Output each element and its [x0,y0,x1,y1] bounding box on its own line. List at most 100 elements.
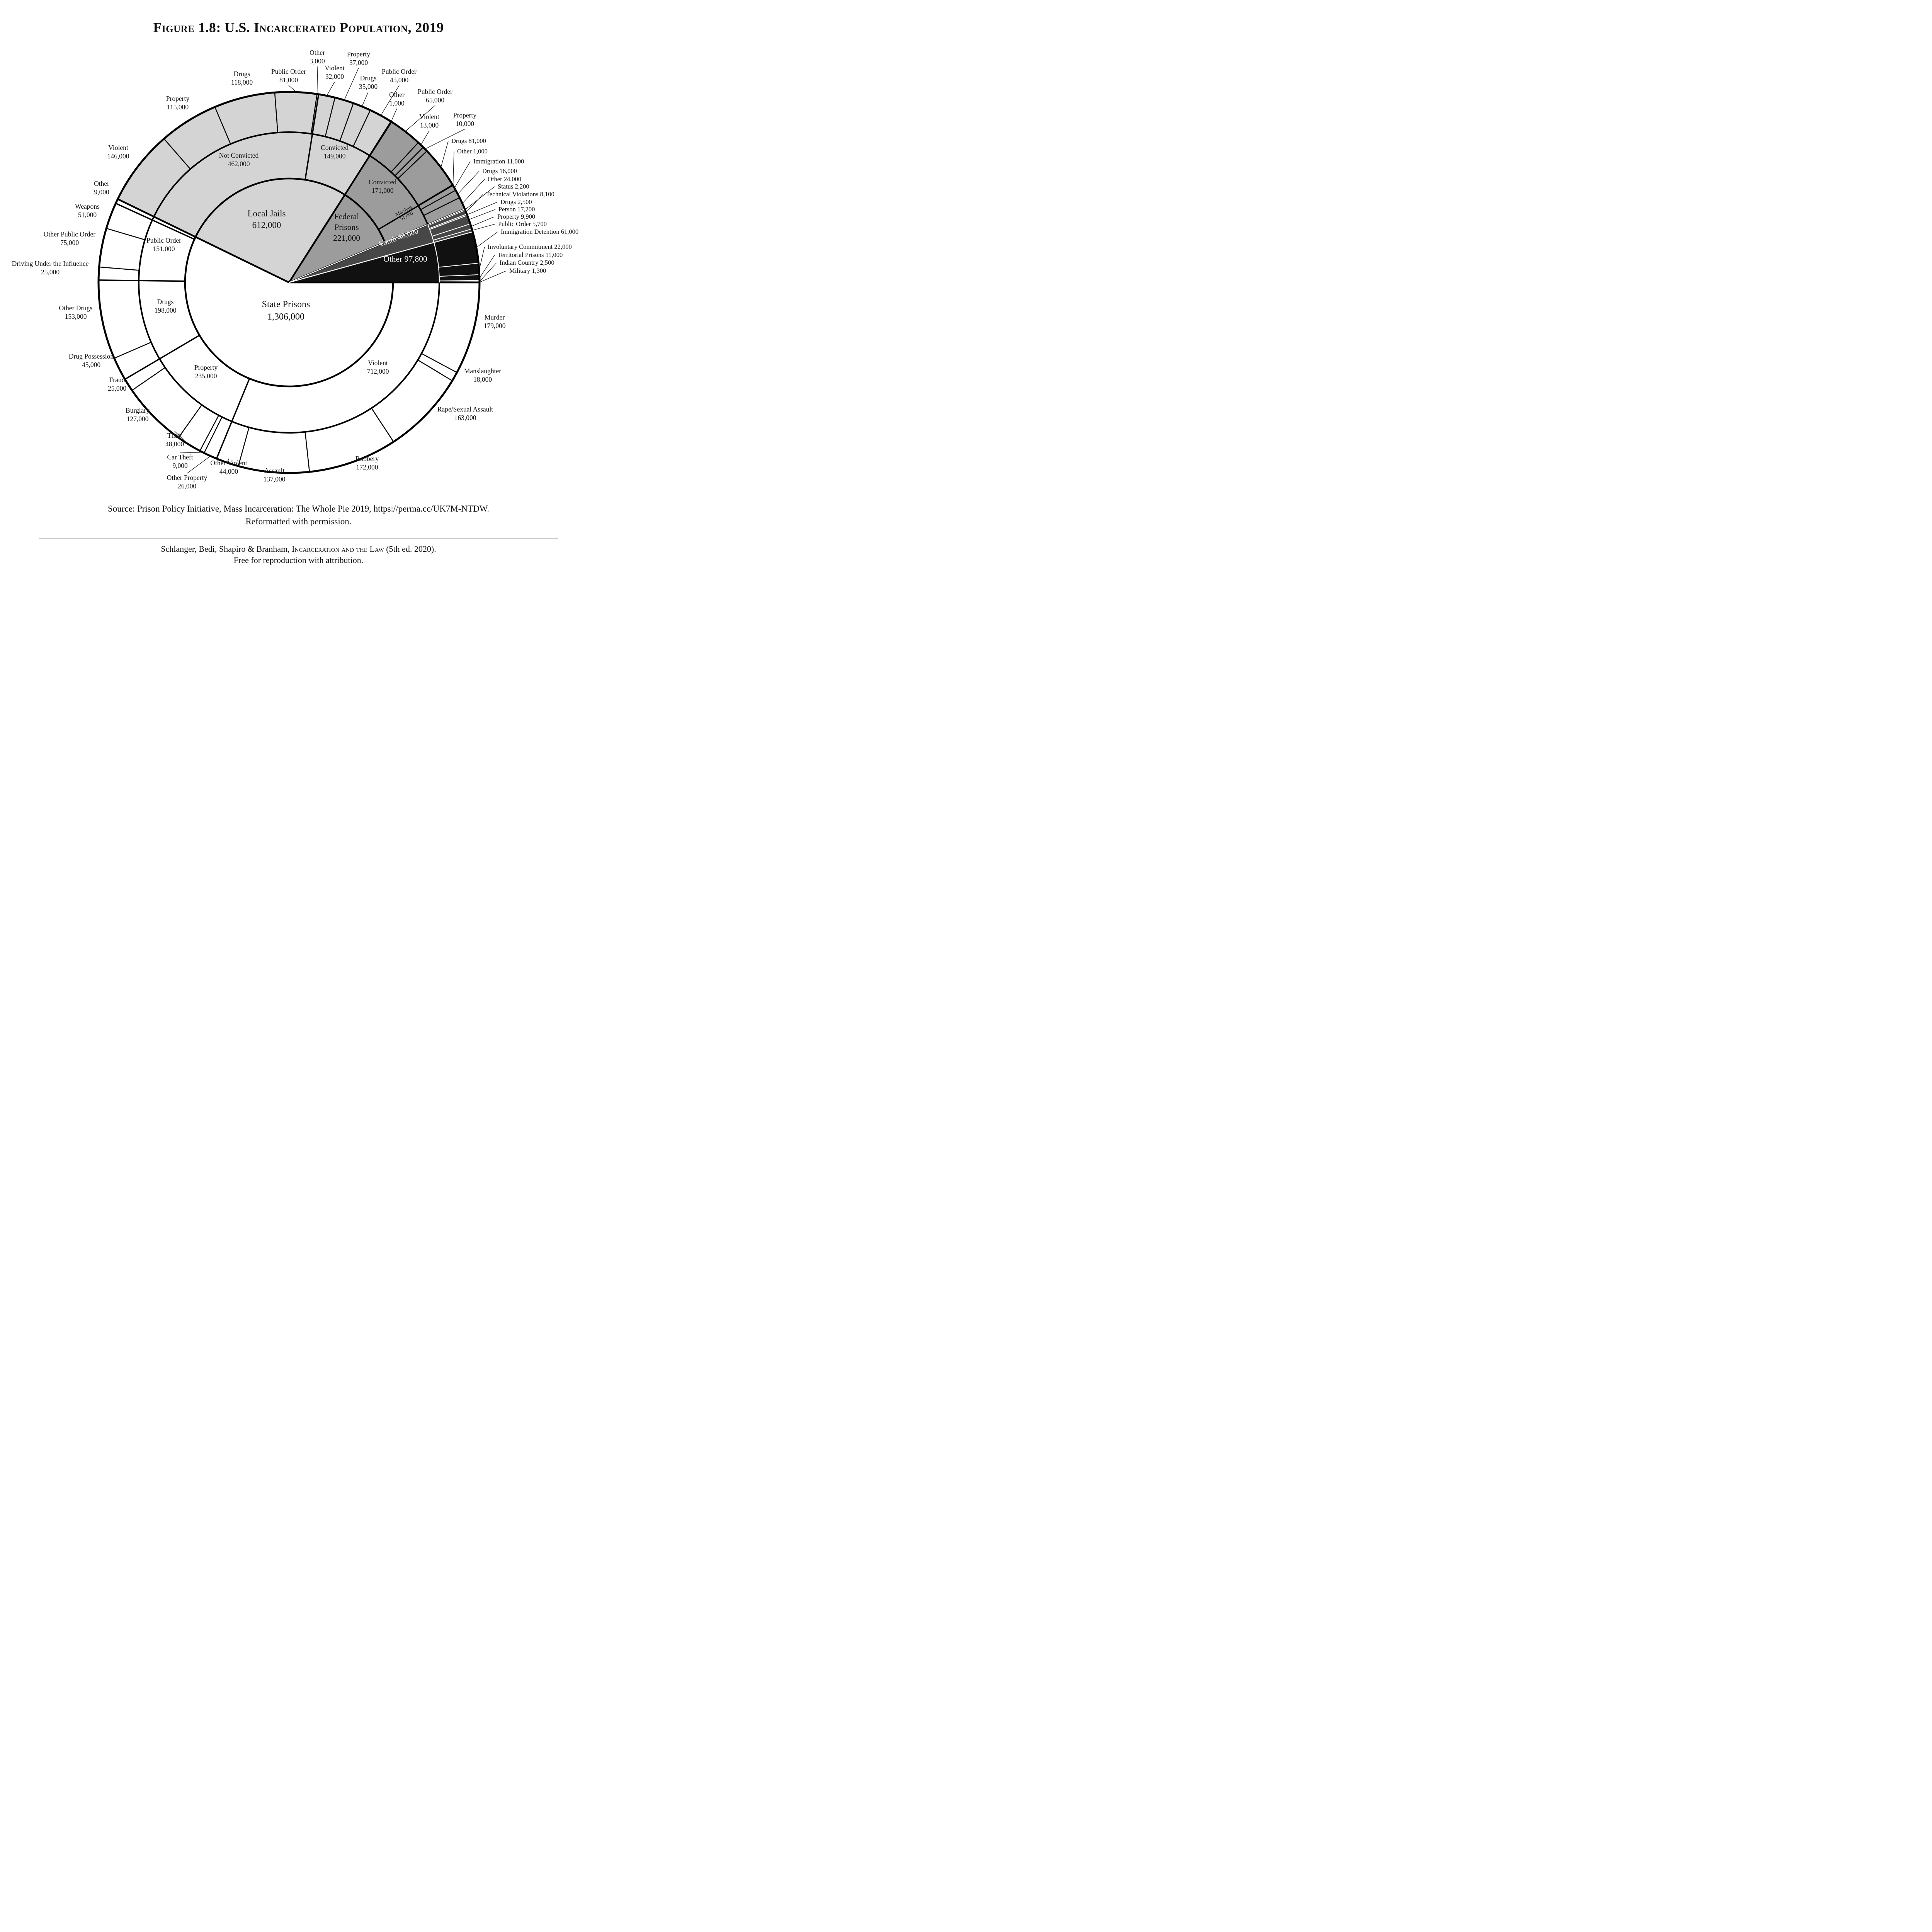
label-state-publicorder-dui: Driving Under the Influence 25,000 [12,260,89,276]
divider-line [397,150,427,179]
label-state-drugs: Drugs 198,000 [155,298,177,314]
label-state-violent-manslaughter: Manslaughter 18,000 [464,367,501,383]
label-local-nc-drugs: Drugs 118,000 [231,70,253,86]
leader-state-property-cartheft [180,452,202,453]
divider-line [438,263,479,268]
divider-line [204,417,223,453]
label-fed-c-property: Property 10,000 [453,111,477,128]
label-fed-c-other: Other 1,000 [457,148,488,155]
divider-line [325,97,336,137]
label-state: State Prisons 1,306,000 [262,299,310,322]
ring-arcs [97,91,481,474]
divider-line [214,107,231,145]
label-fed-c-drugs: Drugs 81,000 [451,137,486,145]
divider-line [304,94,320,180]
divider-line [178,405,202,438]
label-local-nc-violent: Violent 146,000 [107,144,129,160]
divider-line [378,184,453,230]
leader-local-nc-other [317,66,318,94]
sunburst-chart: State Prisons 1,306,000 Local Jails 612,000… [12,49,579,490]
label-local-nc-other: Other 3,000 [310,49,325,65]
middle-ring-arc-white [427,224,440,283]
label-marshals-other: Other 24,000 [488,175,521,183]
label-state-violent-murder: Murder 179,000 [484,313,506,330]
label-local: Local Jails 612,000 [248,209,286,230]
leader-youth-person [469,209,496,220]
leader-marshals-other [462,179,485,204]
leader-local-c-property [344,68,359,100]
leader-other-immigrationdetention [476,231,498,248]
divider-line [433,228,472,241]
label-local-c-drugs: Drugs 35,000 [359,74,378,90]
leader-local-c-violent [327,82,335,96]
label-other-immigrationdetention: Immigration Detention 61,000 [501,228,578,235]
attribution-line: Free for reproduction with attribution. [233,555,364,565]
segments [98,92,480,473]
divider-line [339,103,354,141]
citation-line: Schlanger, Bedi, Shapiro & Branham, Inca… [161,544,436,554]
leader-fed-c-violent [421,130,430,145]
divider-line [106,228,145,240]
divider-line [429,215,468,230]
leader-fed-c-drugs [440,141,449,167]
label-youth-status: Status 2,200 [498,183,529,190]
label-local-convicted: Convicted 149,000 [321,144,349,160]
label-other-military: Military 1,300 [509,267,546,274]
label-local-nc-publicorder: Public Order 81,000 [271,68,306,84]
label-state-drugs-other: Other Drugs 153,000 [59,304,93,320]
book-citation: Schlanger, Bedi, Shapiro & Branham, Inca… [0,543,597,566]
dividers [99,92,480,472]
divider-line [199,415,219,451]
leader-other-military [480,270,507,282]
label-state-property-cartheft: Car Theft 9,000 [167,453,193,469]
leader-local-c-publicorder [381,85,400,116]
divider-line [417,359,453,381]
divider-line [421,353,457,373]
label-state-property-burglary: Burglary 127,000 [126,406,150,423]
label-fed-c-violent: Violent 13,000 [419,113,439,129]
leader-local-nc-publicorder [288,85,296,92]
divider-line [238,427,250,466]
divider-line [432,223,471,237]
label-state-property-fraud: Fraud 25,000 [108,376,126,392]
label-state-property-otherproperty: Other Property 26,000 [167,474,207,490]
figure-title: Figure 1.8: U.S. Incarcerated Population… [153,20,444,35]
label-state-publicorder: Public Order 151,000 [146,236,181,253]
divider-line [391,142,419,173]
inner-ring-arc [184,177,394,388]
divider-line [289,208,465,283]
divider-line [428,209,466,226]
label-state-violent-robbery: Robbery 172,000 [355,455,379,471]
divider-line [216,378,250,459]
label-state-violent: Violent 712,000 [367,359,389,375]
leader-youth-technical [466,194,483,212]
label-other-involuntary: Involuntary Commitment 22,000 [488,243,572,250]
segment-local-nc-publicorder [274,92,317,134]
label-federal-convicted: Convicted 171,000 [369,178,396,194]
label-state-publicorder-weapons: Weapons 51,000 [75,202,100,219]
label-state-property: Property 235,000 [194,364,218,380]
divider-line [304,432,310,472]
divider-line [288,121,392,283]
label-youth-person: Person 17,200 [498,206,535,213]
label-local-c-property: Property 37,000 [347,50,371,66]
divider-line [114,342,151,359]
segment-state-violent-assault [238,427,310,473]
label-local-c-violent: Violent 32,000 [325,64,345,80]
divider-line [99,279,185,282]
leader-lines [174,66,507,474]
label-other-territorial: Territorial Prisons 11,000 [498,251,563,259]
label-other-indiancountry: Indian Country 2,500 [500,259,554,266]
leader-youth-status [465,186,495,210]
page: { "title": "Figure 1.8: U.S. Incarcerate… [0,0,597,566]
leader-state-property-otherproperty [187,456,211,474]
label-youth-publicorder: Public Order 5,700 [498,220,547,228]
divider-line [117,198,289,284]
leader-youth-drugs [467,202,498,215]
leader-state-violent-other [227,458,229,463]
divider-line [99,266,139,271]
leader-youth-publicorder [472,224,495,231]
label-youth-property: Property 9,900 [497,213,535,220]
label-other: Other 97,800 [383,254,427,264]
divider-line [395,147,424,176]
